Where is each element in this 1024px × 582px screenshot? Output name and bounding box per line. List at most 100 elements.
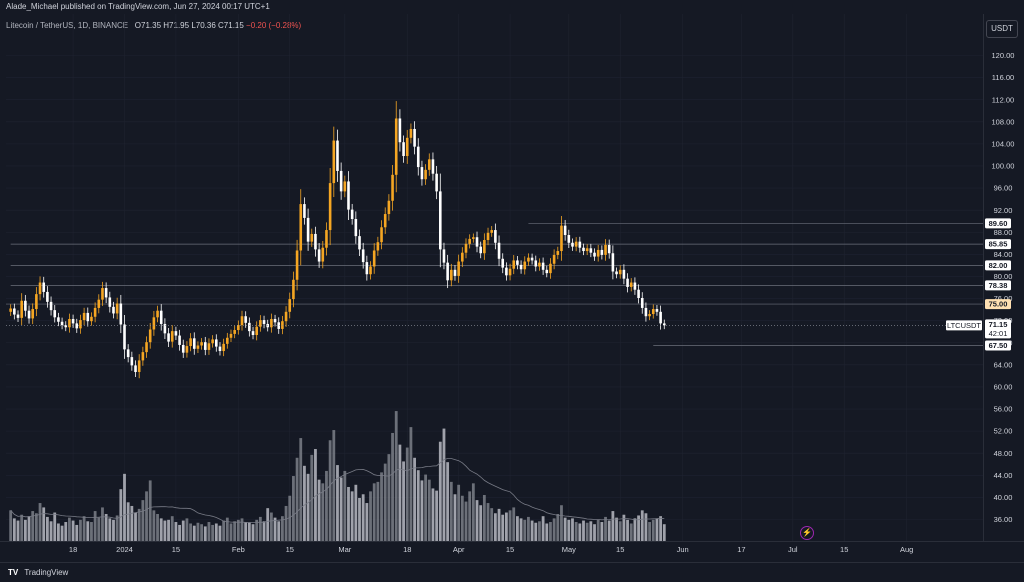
- volume-bar: [438, 441, 442, 541]
- candle-body: [314, 233, 317, 250]
- volume-bar: [585, 522, 589, 541]
- volume-bar: [391, 432, 394, 541]
- candle-body: [354, 219, 358, 237]
- price-chart[interactable]: 120.00 116.00 112.00 108.00 104.00 100.00 96.0…: [0, 0, 1024, 562]
- candle-body: [435, 173, 438, 192]
- candle-body: [446, 262, 449, 281]
- candle-body: [255, 326, 258, 336]
- brand-name[interactable]: TradingView: [24, 568, 69, 577]
- candle-body: [541, 262, 545, 270]
- level-price-tag: [985, 299, 1011, 310]
- level-price-tag-text: 89.60: [989, 219, 1008, 228]
- candle-body: [152, 317, 156, 330]
- tradingview-logo-icon[interactable]: TV: [8, 568, 19, 577]
- volume-bar: [12, 518, 16, 541]
- candle-body: [527, 257, 530, 262]
- candle-body: [615, 271, 618, 275]
- volume-bar: [527, 516, 530, 541]
- volume-bar: [354, 484, 358, 541]
- volume-bar: [637, 515, 640, 541]
- candle-body: [380, 227, 383, 243]
- candle-body: [82, 312, 86, 321]
- candle-body: [596, 249, 600, 257]
- volume-bar: [571, 518, 574, 541]
- change-value: −0.20 (−0.28%): [246, 21, 302, 30]
- candle-body: [123, 324, 126, 350]
- volume-bar: [189, 523, 192, 541]
- candle-body: [336, 140, 339, 171]
- current-price-tag: [985, 319, 1011, 339]
- volume-bar: [578, 523, 582, 541]
- candle-body: [391, 174, 394, 201]
- candle-body: [170, 331, 174, 342]
- time-axis[interactable]: 18 2024 15 Feb 15 Mar 18 Apr 15 May 15 Jun 17 Jul 15 Au…: [69, 545, 913, 554]
- price-tick-label: 48.00: [994, 449, 1013, 458]
- volume-bar: [295, 457, 299, 541]
- candle-body: [464, 243, 468, 253]
- candle-body: [563, 225, 567, 236]
- volume-bar: [31, 511, 35, 541]
- volume-bar: [512, 507, 516, 541]
- candle-body: [244, 316, 247, 323]
- volume-bar: [552, 518, 556, 541]
- candle-body: [589, 248, 593, 253]
- candle-body: [119, 303, 123, 325]
- candle-body: [60, 321, 64, 326]
- volume-bar: [659, 516, 663, 541]
- candle-body: [251, 331, 255, 336]
- volume-bar: [618, 521, 622, 541]
- candle-body: [178, 335, 181, 345]
- volume-bar: [288, 495, 292, 541]
- candle-body: [394, 118, 398, 175]
- volume-bar: [567, 519, 571, 541]
- candle-body: [343, 181, 347, 192]
- price-tick-label: 56.00: [994, 405, 1013, 414]
- volume-bar: [38, 503, 42, 541]
- candle-body: [519, 264, 523, 270]
- symbol-tag: [946, 320, 982, 331]
- current-price-text: 71.15: [989, 320, 1008, 329]
- candle-body: [585, 248, 589, 252]
- time-tick-label: 17: [737, 545, 745, 554]
- candle-body: [633, 282, 637, 290]
- candle-body: [545, 269, 549, 274]
- price-tick-label: 92.00: [994, 206, 1013, 215]
- volume-bar: [34, 513, 38, 541]
- candle-body: [560, 225, 563, 252]
- volume-bar: [633, 518, 637, 541]
- volume-bar: [405, 447, 409, 541]
- candle-body: [549, 263, 552, 274]
- price-tick-label: 60.00: [994, 383, 1013, 392]
- price-tick-label: 104.00: [992, 139, 1015, 148]
- volume-bar: [332, 430, 336, 541]
- volume-bar: [218, 525, 222, 541]
- candle-body: [538, 262, 541, 267]
- volume-bar: [75, 524, 79, 541]
- candle-body: [431, 159, 435, 174]
- volume-bar: [427, 479, 431, 541]
- candle-body: [284, 311, 288, 322]
- price-tick-label: 120.00: [992, 51, 1015, 60]
- symbol-title[interactable]: Litecoin / TetherUS, 1D, BINANCE: [6, 21, 129, 30]
- price-tick-label: 100.00: [992, 162, 1015, 171]
- volume-bar: [416, 470, 420, 541]
- candle-body: [457, 261, 460, 276]
- candles: [9, 101, 666, 379]
- volume-bar: [369, 491, 372, 541]
- volume-bar: [457, 484, 461, 541]
- bolt-icon[interactable]: ⚡: [800, 526, 814, 540]
- price-tick-label: 40.00: [994, 493, 1013, 502]
- volume-bar: [53, 512, 57, 541]
- volume-bar: [596, 519, 600, 541]
- candle-body: [508, 268, 512, 276]
- volume-bar: [394, 411, 398, 541]
- level-price-tag: [985, 218, 1011, 229]
- volume-bar: [541, 516, 545, 541]
- candle-body: [574, 241, 578, 247]
- level-price-tag-text: 75.00: [989, 300, 1008, 309]
- volume-bar: [266, 508, 270, 541]
- currency-button[interactable]: USDT: [986, 20, 1018, 38]
- candle-body: [303, 204, 306, 218]
- time-tick-label: Feb: [232, 545, 245, 554]
- candle-body: [200, 342, 203, 346]
